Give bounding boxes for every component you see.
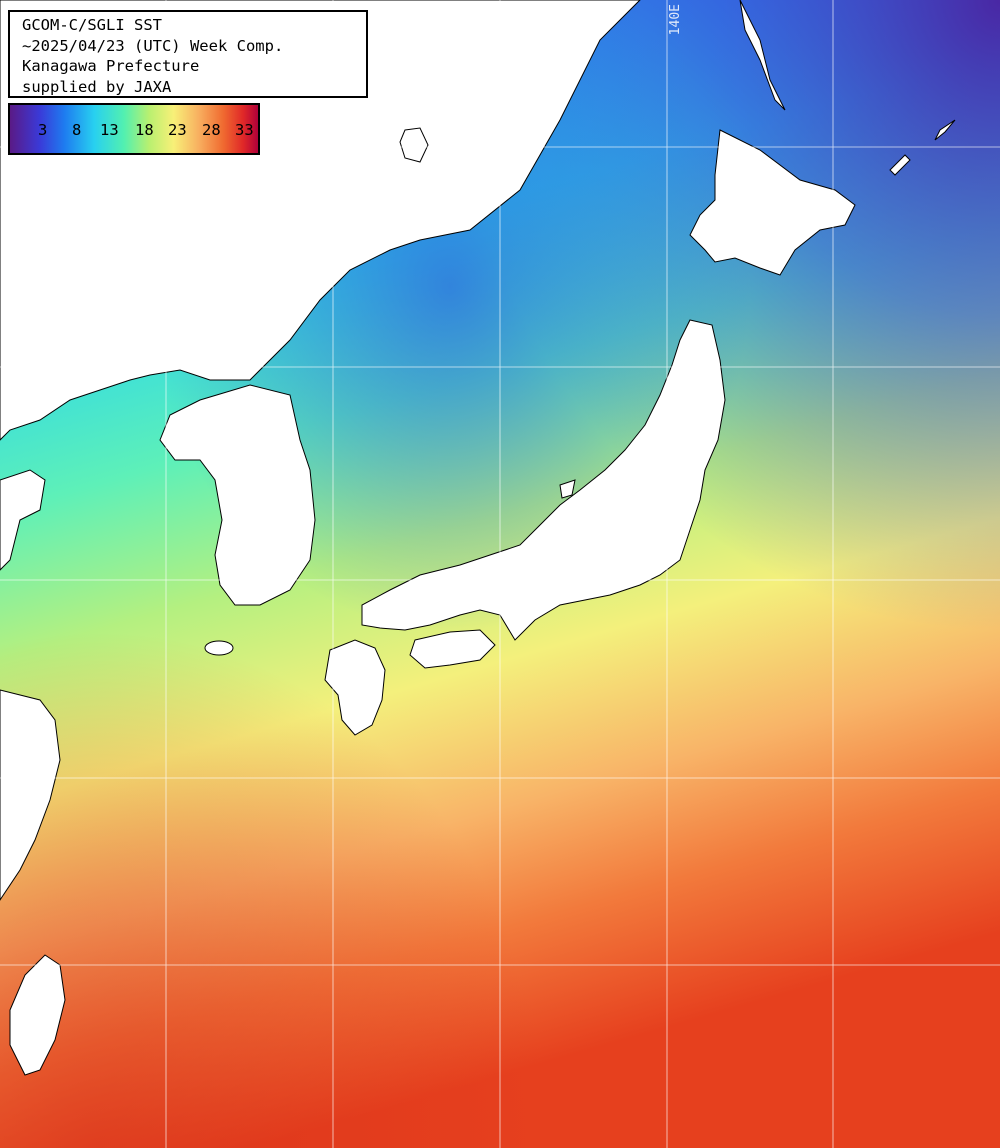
colorbar-label-3: 3 [38, 121, 48, 139]
land-kuril-1 [934, 119, 956, 141]
land-sakhalin [739, 0, 786, 111]
longitude-label-140e: 140E [668, 4, 683, 36]
colorbar-label-33: 33 [235, 121, 254, 139]
land-shikoku [409, 629, 496, 669]
map-title-box: GCOM-C/SGLI SST ~2025/04/23 (UTC) Week C… [8, 10, 368, 98]
colorbar-label-18: 18 [135, 121, 154, 139]
colorbar-legend: 3 8 13 18 23 28 33 [8, 103, 260, 155]
colorbar-label-8: 8 [72, 121, 82, 139]
land-hokkaido [689, 129, 856, 276]
title-line-product: GCOM-C/SGLI SST [22, 16, 162, 34]
land-island-moneron [399, 127, 429, 163]
latitude-label-40n: 40N [8, 353, 32, 368]
colorbar-label-13: 13 [100, 121, 119, 139]
land-jeju [204, 640, 234, 656]
title-line-region: Kanagawa Prefecture [22, 57, 200, 75]
land-kuril-2 [889, 154, 911, 176]
land-china-southeast [0, 689, 61, 901]
land-china-east [0, 469, 46, 571]
title-line-date: ~2025/04/23 (UTC) Week Comp. [22, 36, 284, 55]
title-line-credit: supplied by JAXA [22, 77, 172, 96]
land-sado [559, 479, 576, 499]
land-kyushu [324, 639, 386, 736]
land-taiwan [9, 954, 66, 1076]
land-korea [159, 384, 316, 606]
land-honshu [361, 319, 726, 641]
colorbar-label-28: 28 [202, 121, 221, 139]
colorbar-label-23: 23 [168, 121, 187, 139]
